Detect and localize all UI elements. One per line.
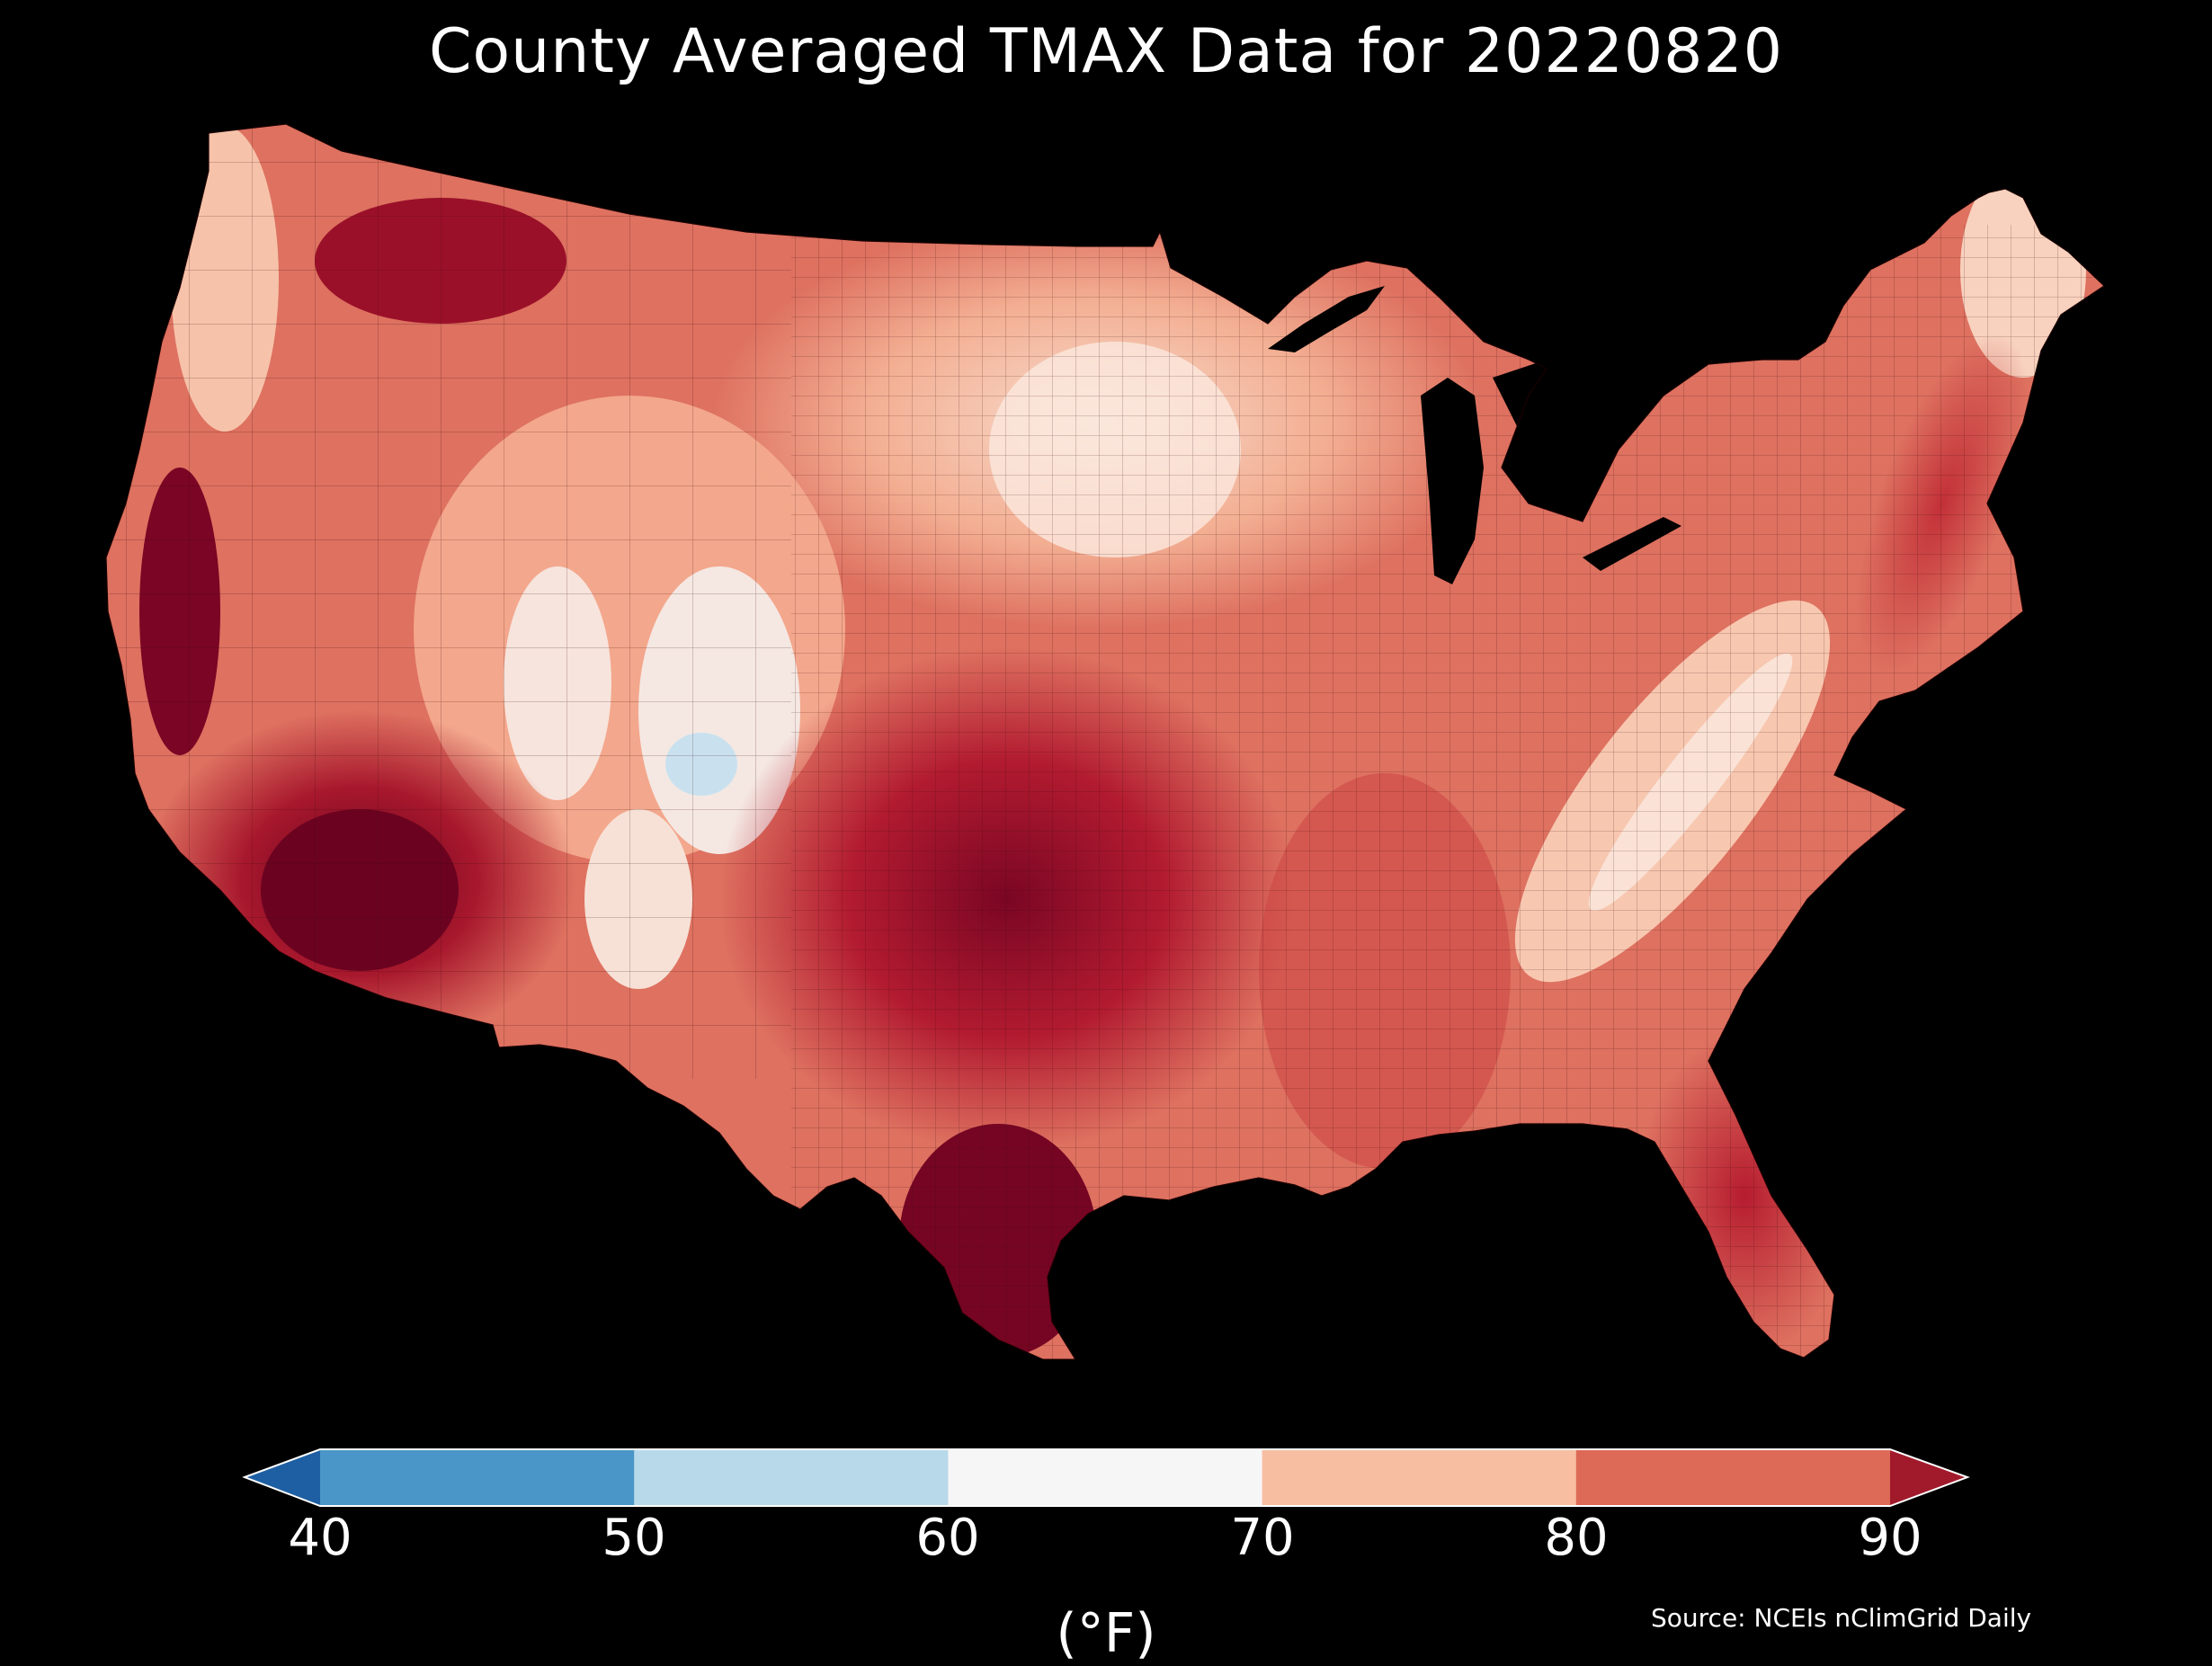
colorbar-bin-50-60 (634, 1449, 949, 1506)
colorbar-outline (242, 1448, 1970, 1507)
lake-superior (1268, 286, 1385, 352)
lake-huron (1493, 360, 1565, 486)
colorbar-tick-70: 70 (1230, 1509, 1295, 1567)
lake-erie (1583, 517, 1681, 571)
colorbar-bin-60-70 (948, 1449, 1263, 1506)
lake-michigan (1421, 378, 1484, 584)
colorbar-under-arrow (245, 1449, 320, 1506)
colorbar-tick-90: 90 (1858, 1509, 1922, 1567)
map-title: County Averaged TMAX Data for 20220820 (429, 16, 1783, 87)
colorbar-tick-60: 60 (915, 1509, 980, 1567)
colorbar-bin-40-50 (320, 1449, 635, 1506)
colorbar-bin-70-80 (1262, 1449, 1577, 1506)
colorbar-tick-80: 80 (1544, 1509, 1609, 1567)
source-credit: Source: NCEIs nClimGrid Daily (1651, 1603, 2032, 1633)
colorbar-tick-40: 40 (288, 1509, 352, 1567)
colorbar-bin-80-90 (1575, 1449, 1891, 1506)
colorbar-tick-50: 50 (602, 1509, 666, 1567)
colorbar-unit-label: (°F) (1056, 1602, 1156, 1665)
colorbar-over-arrow (1890, 1449, 1967, 1506)
